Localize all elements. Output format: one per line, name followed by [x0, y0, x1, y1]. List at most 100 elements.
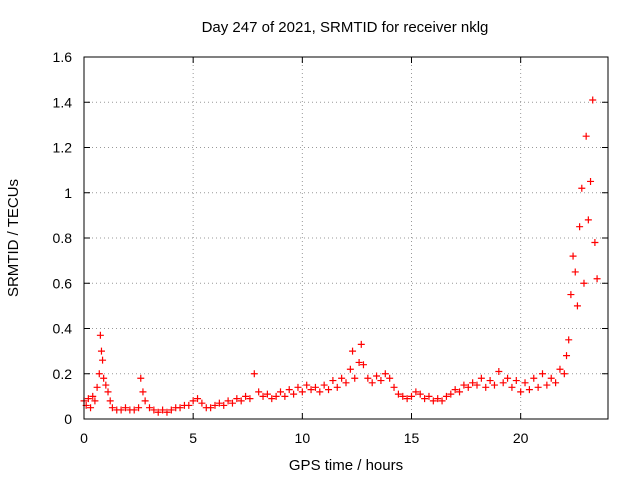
data-point — [442, 392, 450, 400]
data-point — [573, 302, 581, 310]
data-point — [386, 374, 394, 382]
data-point — [425, 392, 433, 400]
data-point — [329, 377, 337, 385]
data-point — [525, 386, 533, 394]
data-point — [211, 401, 219, 409]
data-point — [560, 370, 568, 378]
data-point — [530, 374, 538, 382]
data-point — [159, 406, 167, 414]
data-point — [277, 388, 284, 396]
data-point — [104, 388, 112, 396]
data-point — [460, 381, 468, 389]
data-point — [106, 397, 114, 405]
data-point — [342, 379, 350, 387]
data-point — [543, 381, 551, 389]
data-point — [582, 132, 590, 140]
data-point — [580, 279, 588, 287]
data-point — [325, 386, 333, 394]
data-point — [451, 386, 459, 394]
grid-layer — [84, 57, 608, 419]
x-tick-label: 20 — [513, 430, 529, 446]
tick-layer: 0 0.2 0.4 0.6 0.8 1 1.2 1.4 1.6 0 5 10 15 20 — [53, 49, 608, 446]
x-tick-label: 10 — [295, 430, 311, 446]
data-point — [482, 383, 490, 391]
data-point — [381, 370, 389, 378]
y-tick-label: 0 — [64, 411, 72, 427]
data-point — [250, 370, 258, 378]
y-axis-title: SRMTID / TECUs — [5, 179, 22, 297]
data-point — [135, 404, 143, 412]
data-point — [373, 372, 381, 380]
x-tick-label: 15 — [404, 430, 420, 446]
data-point — [569, 252, 577, 260]
data-point — [377, 377, 385, 385]
data-point — [87, 404, 95, 412]
data-point — [429, 397, 437, 405]
data-point — [469, 379, 477, 387]
data-point — [167, 406, 175, 414]
data-point — [255, 388, 263, 396]
data-point — [303, 381, 311, 389]
data-point — [349, 347, 357, 355]
data-point — [121, 404, 129, 412]
data-point — [403, 395, 411, 403]
data-point — [150, 406, 158, 414]
data-point — [521, 379, 529, 387]
plot-frame — [83, 56, 609, 420]
data-point — [263, 390, 271, 398]
data-point — [163, 408, 171, 416]
data-point — [589, 96, 597, 104]
x-axis-title: GPS time / hours — [289, 457, 403, 474]
data-point — [539, 370, 546, 378]
data-point — [591, 239, 599, 247]
data-point — [351, 374, 359, 382]
data-point — [464, 383, 472, 391]
data-point — [97, 347, 105, 355]
data-point — [346, 365, 354, 373]
data-point — [421, 395, 429, 403]
data-point — [368, 379, 376, 387]
data-point — [499, 379, 507, 387]
data-point — [176, 404, 184, 412]
data-points — [80, 96, 601, 416]
data-point — [215, 399, 223, 407]
data-point — [281, 392, 289, 400]
data-point — [434, 395, 442, 403]
y-tick-label: 1.6 — [53, 49, 73, 65]
data-point — [102, 381, 110, 389]
data-point — [565, 336, 573, 344]
data-point — [290, 390, 298, 398]
data-point — [207, 404, 215, 412]
data-point — [224, 397, 232, 405]
data-point — [139, 388, 147, 396]
data-point — [587, 177, 595, 185]
data-point — [390, 383, 398, 391]
data-point — [141, 397, 149, 405]
data-point — [571, 268, 579, 276]
data-point — [486, 377, 494, 385]
data-point — [108, 404, 116, 412]
data-point — [495, 367, 503, 375]
data-point — [547, 374, 555, 382]
data-point — [320, 381, 328, 389]
data-point — [512, 377, 520, 385]
data-point — [99, 356, 107, 364]
y-tick-label: 1 — [64, 185, 72, 201]
data-point — [185, 401, 193, 409]
data-point — [154, 408, 162, 416]
data-point — [91, 397, 99, 405]
data-point — [456, 388, 464, 396]
data-point — [84, 395, 92, 403]
data-point — [100, 374, 108, 382]
data-point — [146, 404, 153, 412]
data-point — [137, 374, 145, 382]
data-point — [355, 358, 363, 366]
data-point — [508, 383, 516, 391]
chart-title: Day 247 of 2021, SRMTID for receiver nkl… — [202, 19, 489, 36]
data-point — [95, 370, 103, 378]
data-point — [198, 399, 206, 407]
data-point — [490, 381, 498, 389]
data-point — [316, 388, 324, 396]
data-point — [242, 392, 250, 400]
